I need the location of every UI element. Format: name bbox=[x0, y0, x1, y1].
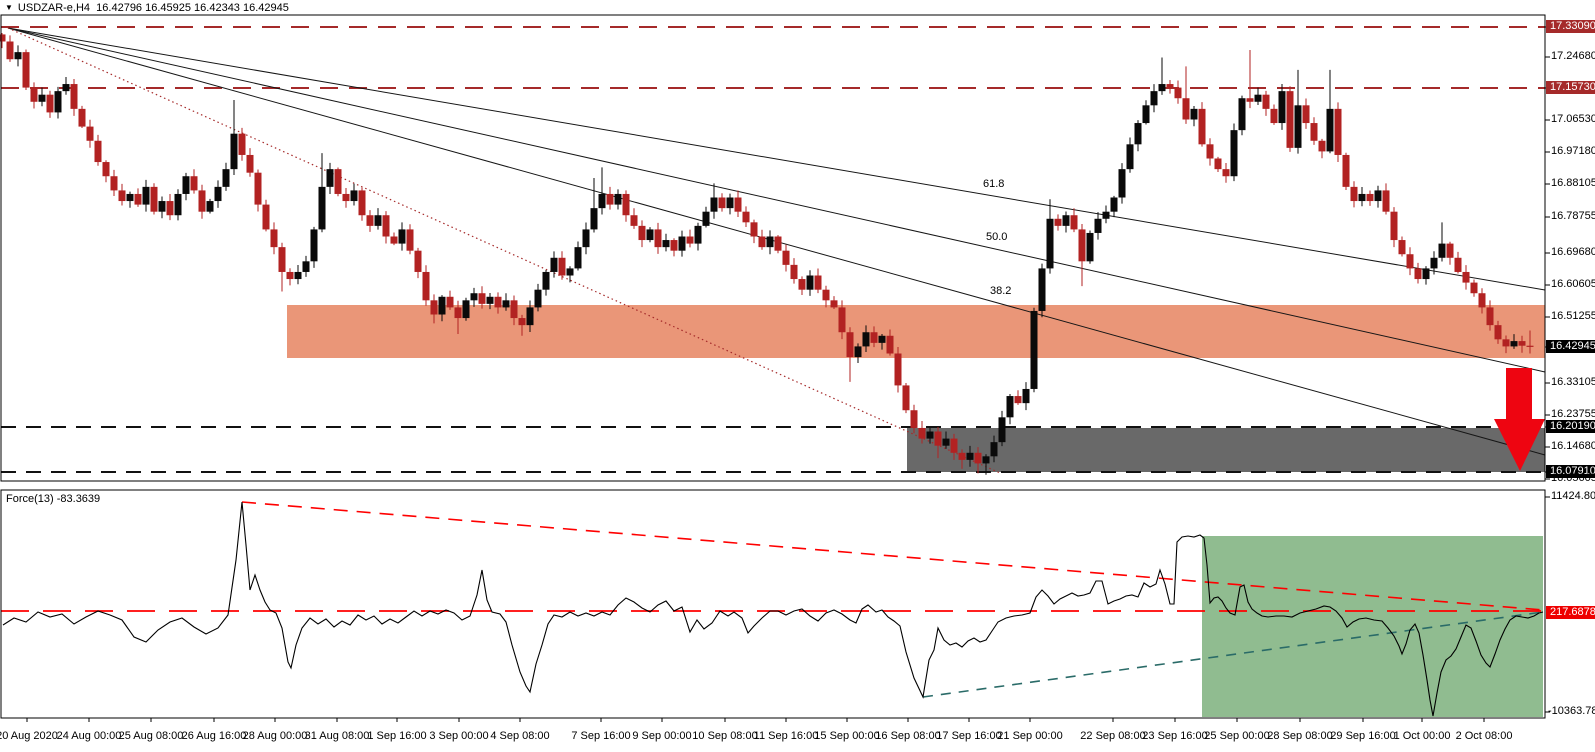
price-axis-label: 17.06530 bbox=[1551, 113, 1595, 125]
time-axis-label: 25 Sep 00:00 bbox=[1204, 730, 1270, 742]
price-badge: 17.33090 bbox=[1546, 20, 1595, 33]
time-axis-label: 20 Aug 2020 bbox=[0, 730, 58, 742]
symbol-period-label: USDZAR-e,H4 bbox=[17, 2, 91, 14]
indicator-label: Force(13) -83.3639 bbox=[6, 493, 101, 505]
price-axis-label: 16.88105 bbox=[1551, 177, 1595, 189]
price-axis-label: 16.97180 bbox=[1551, 145, 1595, 157]
time-axis-label: 17 Sep 16:00 bbox=[936, 730, 1002, 742]
price-axis-label: 16.33105 bbox=[1551, 376, 1595, 388]
time-axis-label: 28 Aug 00:00 bbox=[242, 730, 308, 742]
price-axis-label: 16.05605 bbox=[1551, 472, 1595, 484]
time-axis-label: 10 Sep 08:00 bbox=[692, 730, 758, 742]
time-axis-label: 3 Sep 00:00 bbox=[429, 730, 489, 742]
time-axis-label: 1 Oct 00:00 bbox=[1393, 730, 1451, 742]
indicator-value-badge: 217.6878 bbox=[1546, 606, 1595, 619]
time-axis-label: 21 Sep 00:00 bbox=[997, 730, 1063, 742]
time-axis-label: 2 Oct 08:00 bbox=[1455, 730, 1513, 742]
time-axis-label: 23 Sep 16:00 bbox=[1142, 730, 1208, 742]
time-axis-label: 25 Aug 08:00 bbox=[118, 730, 184, 742]
indicator-min-label: -10363.787 bbox=[1548, 705, 1595, 717]
time-axis-label: 31 Aug 08:00 bbox=[304, 730, 370, 742]
price-axis-label: 16.60605 bbox=[1551, 278, 1595, 290]
chart-title: ▼ USDZAR-e,H4 16.42796 16.45925 16.42343 … bbox=[5, 2, 289, 15]
time-axis-label: 24 Aug 00:00 bbox=[56, 730, 122, 742]
time-axis-label: 29 Sep 16:00 bbox=[1330, 730, 1396, 742]
time-axis-label: 7 Sep 16:00 bbox=[571, 730, 631, 742]
price-axis-label: 16.78755 bbox=[1551, 210, 1595, 222]
price-badge: 16.42945 bbox=[1546, 340, 1595, 353]
time-axis-label: 15 Sep 00:00 bbox=[814, 730, 880, 742]
chevron-down-icon[interactable]: ▼ bbox=[5, 3, 13, 12]
price-badge: 16.20190 bbox=[1546, 420, 1595, 433]
fib-level-label: 61.8 bbox=[983, 178, 1005, 190]
price-axis-label: 17.24680 bbox=[1551, 50, 1595, 62]
time-axis-label: 4 Sep 08:00 bbox=[490, 730, 550, 742]
time-axis-label: 1 Sep 16:00 bbox=[367, 730, 427, 742]
indicator-max-label: 11424.8032 bbox=[1551, 490, 1595, 502]
fib-level-label: 50.0 bbox=[986, 231, 1008, 243]
time-axis-label: 11 Sep 16:00 bbox=[753, 730, 819, 742]
price-badge: 16.07910 bbox=[1546, 465, 1595, 478]
price-axis-label: 16.51255 bbox=[1551, 310, 1595, 322]
ohlc-values: 16.42796 16.45925 16.42343 16.42945 bbox=[96, 2, 289, 14]
price-axis-label: 16.23755 bbox=[1551, 408, 1595, 420]
price-axis-label: 16.69680 bbox=[1551, 246, 1595, 258]
fib-level-label: 38.2 bbox=[990, 285, 1012, 297]
time-axis-label: 22 Sep 08:00 bbox=[1080, 730, 1146, 742]
price-badge: 17.15730 bbox=[1546, 81, 1595, 94]
time-axis-label: 28 Sep 08:00 bbox=[1267, 730, 1333, 742]
time-axis-label: 9 Sep 00:00 bbox=[632, 730, 692, 742]
price-axis-label: 16.14680 bbox=[1551, 440, 1595, 452]
time-axis-label: 26 Aug 16:00 bbox=[181, 730, 247, 742]
time-axis-label: 16 Sep 08:00 bbox=[875, 730, 941, 742]
